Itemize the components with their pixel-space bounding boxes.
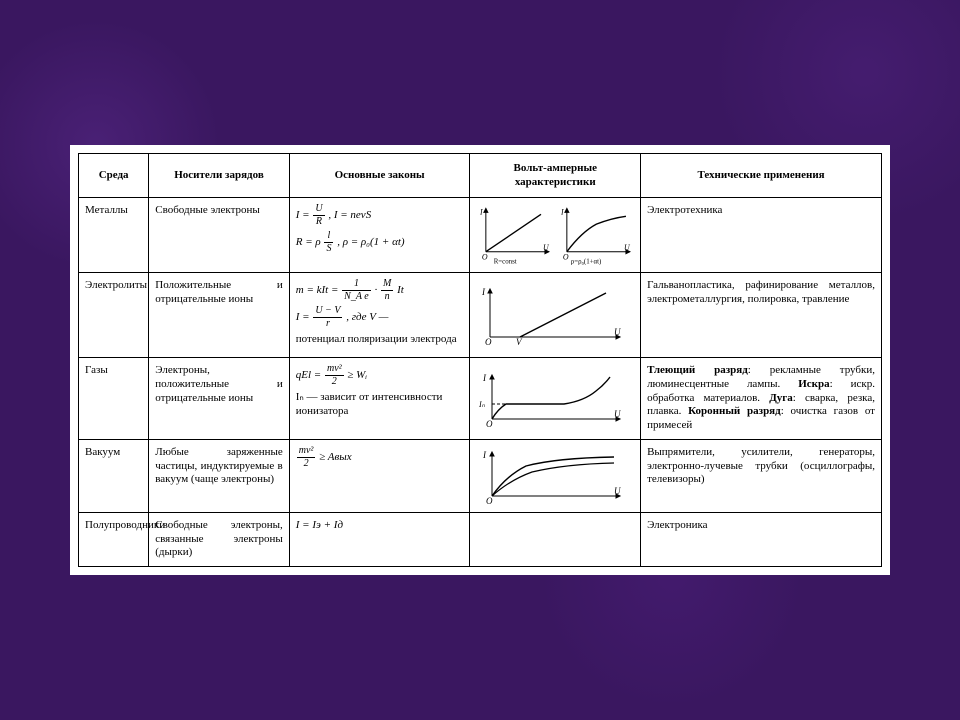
cell-chart: I U O — [470, 439, 641, 512]
cell-medium: Электролиты — [79, 273, 149, 358]
cell-chart — [470, 512, 641, 566]
svg-text:O: O — [563, 253, 569, 262]
table-row: Металлы Свободные электроны I = U R , I … — [79, 198, 882, 273]
cell-chart: I U O R=const I U — [470, 198, 641, 273]
cell-medium: Полупроводники — [79, 512, 149, 566]
table-row: Полупроводники Свободные электроны, связ… — [79, 512, 882, 566]
cell-medium: Газы — [79, 358, 149, 440]
svg-text:I: I — [479, 208, 483, 217]
cell-carriers: Положительные и отрицательные ионы — [149, 273, 290, 358]
svg-text:U: U — [543, 243, 550, 252]
fraction: U R — [313, 204, 324, 227]
cell-chart: I U O V — [470, 273, 641, 358]
cell-apps: Гальванопластика, рафинирование металлов… — [641, 273, 882, 358]
col-laws: Основные законы — [289, 153, 470, 198]
col-carriers: Носители зарядов — [149, 153, 290, 198]
media-table: Среда Носители зарядов Основные законы В… — [78, 153, 882, 567]
fraction: l S — [324, 231, 333, 254]
cell-laws: mv²2 ≥ Aвых — [289, 439, 470, 512]
cell-laws: m = kIt = 1N_A e · Mn It I = U − Vr , гд… — [289, 273, 470, 358]
col-medium: Среда — [79, 153, 149, 198]
table-row: Электролиты Положительные и отрицательны… — [79, 273, 882, 358]
cell-carriers: Электроны, положительные и отрицательные… — [149, 358, 290, 440]
cell-medium: Металлы — [79, 198, 149, 273]
chart-caption: R=const — [494, 259, 517, 266]
vac-chart-gas: I Iₙ U O — [476, 369, 626, 429]
cell-laws: I = U R , I = nevS R = ρ l S — [289, 198, 470, 273]
svg-text:U: U — [614, 409, 621, 419]
vac-chart-vacuum: I U O — [476, 446, 626, 506]
svg-text:I: I — [481, 287, 486, 297]
col-vac: Вольт-амперные характеристики — [470, 153, 641, 198]
svg-text:O: O — [486, 419, 493, 429]
cell-laws: I = Iэ + Iд — [289, 512, 470, 566]
physics-table-sheet: Среда Носители зарядов Основные законы В… — [70, 145, 890, 575]
svg-text:I: I — [482, 450, 487, 460]
svg-text:O: O — [486, 496, 493, 506]
svg-text:U: U — [614, 486, 621, 496]
cell-carriers: Свободные электроны, связанные электроны… — [149, 512, 290, 566]
vac-chart-metal-linear: I U O R=const — [476, 204, 553, 266]
vac-chart-metal-nonlinear: I U O ρ=ρ₀(1+αt) — [557, 204, 634, 266]
table-row: Газы Электроны, положительные и отрицате… — [79, 358, 882, 440]
chart-caption: ρ=ρ₀(1+αt) — [571, 259, 602, 266]
svg-text:V: V — [516, 337, 523, 347]
cell-apps: Электроника — [641, 512, 882, 566]
col-apps: Технические применения — [641, 153, 882, 198]
cell-apps: Электротехника — [641, 198, 882, 273]
svg-text:O: O — [482, 253, 488, 262]
svg-text:U: U — [614, 327, 621, 337]
vac-chart-electrolyte: I U O V — [476, 283, 626, 347]
svg-text:U: U — [624, 243, 631, 252]
cell-carriers: Любые заряженные частицы, индуктируемые … — [149, 439, 290, 512]
table-row: Вакуум Любые заряженные частицы, индукти… — [79, 439, 882, 512]
cell-carriers: Свободные электроны — [149, 198, 290, 273]
svg-text:I: I — [482, 373, 487, 383]
cell-apps: Выпрямители, усилители, генераторы, элек… — [641, 439, 882, 512]
table-header-row: Среда Носители зарядов Основные законы В… — [79, 153, 882, 198]
svg-text:Iₙ: Iₙ — [478, 400, 486, 409]
svg-text:I: I — [560, 208, 564, 217]
cell-medium: Вакуум — [79, 439, 149, 512]
cell-apps: Тлеющий разряд: рекламные трубки, люмине… — [641, 358, 882, 440]
svg-text:O: O — [485, 337, 492, 347]
cell-chart: I Iₙ U O — [470, 358, 641, 440]
cell-laws: qEl = mv²2 ≥ Wᵢ Iₙ — зависит от интенсив… — [289, 358, 470, 440]
